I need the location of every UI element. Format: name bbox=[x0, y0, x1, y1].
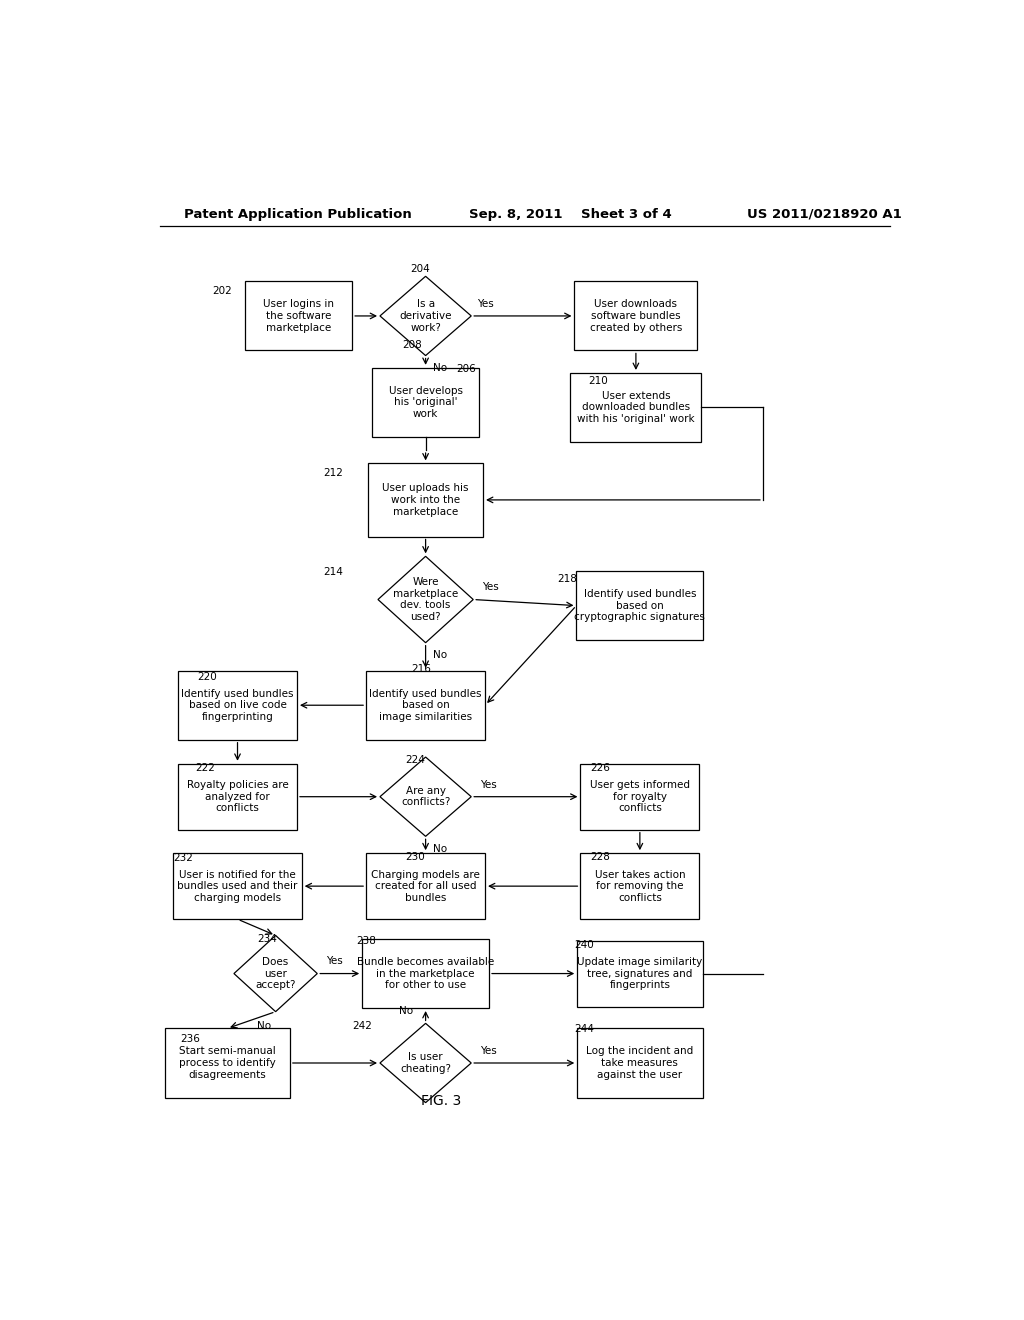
Text: Identify used bundles
based on live code
fingerprinting: Identify used bundles based on live code… bbox=[181, 689, 294, 722]
Text: User downloads
software bundles
created by others: User downloads software bundles created … bbox=[590, 300, 682, 333]
Text: Is user
cheating?: Is user cheating? bbox=[400, 1052, 452, 1073]
Text: 222: 222 bbox=[195, 763, 215, 774]
Polygon shape bbox=[380, 758, 471, 837]
Text: 230: 230 bbox=[406, 851, 425, 862]
FancyBboxPatch shape bbox=[362, 939, 489, 1008]
Text: Yes: Yes bbox=[477, 298, 494, 309]
Text: 214: 214 bbox=[323, 568, 343, 577]
FancyBboxPatch shape bbox=[578, 1028, 702, 1097]
Text: Are any
conflicts?: Are any conflicts? bbox=[401, 785, 451, 808]
FancyBboxPatch shape bbox=[570, 372, 701, 442]
Text: User extends
downloaded bundles
with his 'original' work: User extends downloaded bundles with his… bbox=[578, 391, 694, 424]
Text: User gets informed
for royalty
conflicts: User gets informed for royalty conflicts bbox=[590, 780, 690, 813]
Text: No: No bbox=[257, 1020, 270, 1031]
Text: No: No bbox=[433, 649, 446, 660]
Text: Yes: Yes bbox=[480, 780, 497, 789]
Text: 220: 220 bbox=[198, 672, 217, 681]
Text: 218: 218 bbox=[557, 574, 577, 585]
Text: Charging models are
created for all used
bundles: Charging models are created for all used… bbox=[371, 870, 480, 903]
FancyBboxPatch shape bbox=[165, 1028, 290, 1097]
Text: 206: 206 bbox=[457, 364, 476, 374]
FancyBboxPatch shape bbox=[581, 853, 699, 919]
Text: 204: 204 bbox=[411, 264, 430, 275]
Text: 232: 232 bbox=[174, 853, 194, 863]
Text: Start semi-manual
process to identify
disagreements: Start semi-manual process to identify di… bbox=[179, 1047, 275, 1080]
Polygon shape bbox=[380, 276, 471, 355]
Text: Royalty policies are
analyzed for
conflicts: Royalty policies are analyzed for confli… bbox=[186, 780, 289, 813]
Text: 224: 224 bbox=[406, 755, 425, 766]
Text: 240: 240 bbox=[574, 940, 594, 950]
FancyBboxPatch shape bbox=[178, 764, 297, 830]
FancyBboxPatch shape bbox=[173, 853, 302, 919]
Text: 202: 202 bbox=[212, 285, 231, 296]
FancyBboxPatch shape bbox=[245, 281, 352, 351]
Text: 210: 210 bbox=[588, 376, 607, 385]
Text: Bundle becomes available
in the marketplace
for other to use: Bundle becomes available in the marketpl… bbox=[357, 957, 495, 990]
Polygon shape bbox=[380, 1023, 471, 1102]
Text: 238: 238 bbox=[356, 936, 376, 946]
Text: Update image similarity
tree, signatures and
fingerprints: Update image similarity tree, signatures… bbox=[578, 957, 702, 990]
Text: Yes: Yes bbox=[480, 1045, 497, 1056]
Text: 242: 242 bbox=[352, 1022, 372, 1031]
Polygon shape bbox=[378, 556, 473, 643]
Text: 236: 236 bbox=[180, 1034, 200, 1044]
Text: Sep. 8, 2011    Sheet 3 of 4: Sep. 8, 2011 Sheet 3 of 4 bbox=[469, 207, 672, 220]
Text: No: No bbox=[433, 363, 446, 372]
FancyBboxPatch shape bbox=[367, 853, 485, 919]
Text: Is a
derivative
work?: Is a derivative work? bbox=[399, 300, 452, 333]
Polygon shape bbox=[233, 936, 317, 1011]
Text: 216: 216 bbox=[412, 664, 431, 673]
Text: User develops
his 'original'
work: User develops his 'original' work bbox=[388, 385, 463, 418]
Text: User is notified for the
bundles used and their
charging models: User is notified for the bundles used an… bbox=[177, 870, 298, 903]
Text: Identify used bundles
based on
cryptographic signatures: Identify used bundles based on cryptogra… bbox=[574, 589, 706, 622]
Text: User uploads his
work into the
marketplace: User uploads his work into the marketpla… bbox=[382, 483, 469, 516]
Text: Yes: Yes bbox=[482, 582, 499, 593]
Text: 244: 244 bbox=[574, 1024, 594, 1035]
Text: User takes action
for removing the
conflicts: User takes action for removing the confl… bbox=[595, 870, 685, 903]
Text: Were
marketplace
dev. tools
used?: Were marketplace dev. tools used? bbox=[393, 577, 458, 622]
FancyBboxPatch shape bbox=[367, 671, 485, 739]
Text: No: No bbox=[398, 1006, 413, 1016]
FancyBboxPatch shape bbox=[574, 281, 697, 351]
Text: No: No bbox=[433, 843, 446, 854]
FancyBboxPatch shape bbox=[577, 572, 703, 640]
Text: 228: 228 bbox=[590, 851, 610, 862]
Text: FIG. 3: FIG. 3 bbox=[421, 1093, 462, 1107]
FancyBboxPatch shape bbox=[581, 764, 699, 830]
Text: 226: 226 bbox=[590, 763, 610, 774]
Text: Identify used bundles
based on
image similarities: Identify used bundles based on image sim… bbox=[370, 689, 482, 722]
FancyBboxPatch shape bbox=[178, 671, 297, 739]
Text: US 2011/0218920 A1: US 2011/0218920 A1 bbox=[748, 207, 902, 220]
Text: Does
user
accept?: Does user accept? bbox=[255, 957, 296, 990]
FancyBboxPatch shape bbox=[578, 941, 702, 1007]
Text: User logins in
the software
marketplace: User logins in the software marketplace bbox=[263, 300, 334, 333]
Text: Log the incident and
take measures
against the user: Log the incident and take measures again… bbox=[587, 1047, 693, 1080]
FancyBboxPatch shape bbox=[368, 463, 483, 536]
Text: 234: 234 bbox=[258, 935, 278, 944]
Text: Patent Application Publication: Patent Application Publication bbox=[183, 207, 412, 220]
Text: 208: 208 bbox=[402, 341, 422, 350]
FancyBboxPatch shape bbox=[372, 368, 479, 437]
Text: Yes: Yes bbox=[327, 957, 343, 966]
Text: 212: 212 bbox=[323, 469, 343, 478]
